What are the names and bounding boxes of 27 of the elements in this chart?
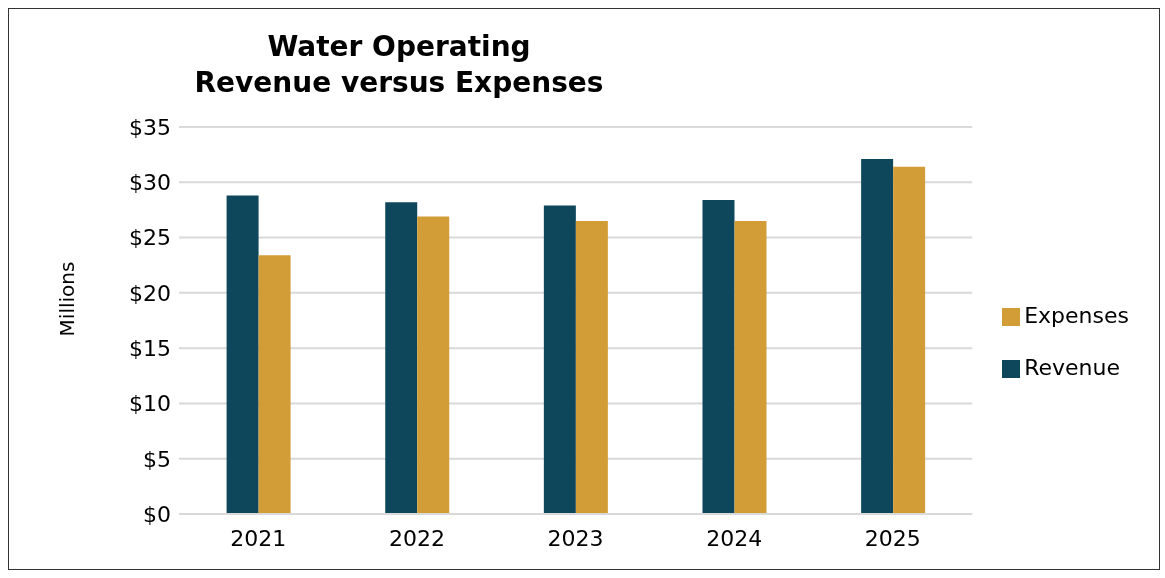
bar bbox=[702, 199, 735, 514]
bar bbox=[543, 205, 576, 514]
x-tick-label: 2024 bbox=[706, 525, 763, 551]
y-tick-label: $10 bbox=[129, 391, 171, 417]
y-tick-label: $30 bbox=[129, 170, 171, 196]
y-tick-label: $5 bbox=[143, 446, 171, 472]
x-tick-label: 2025 bbox=[864, 525, 921, 551]
bar bbox=[861, 159, 894, 514]
chart-title: Water Operating Revenue versus Expenses bbox=[193, 29, 605, 101]
bar bbox=[226, 195, 259, 514]
x-tick-label: 2021 bbox=[230, 525, 287, 551]
y-tick-label: $20 bbox=[129, 280, 171, 306]
bar bbox=[417, 216, 450, 514]
bar bbox=[893, 166, 926, 514]
y-tick-label: $25 bbox=[129, 225, 171, 251]
bar bbox=[734, 220, 767, 514]
y-tick-label: $15 bbox=[129, 335, 171, 361]
y-axis-title: Millions bbox=[55, 261, 79, 337]
y-tick-label: $0 bbox=[143, 501, 171, 527]
x-tick-label: 2022 bbox=[388, 525, 445, 551]
legend-label: Revenue bbox=[1024, 354, 1120, 380]
bar bbox=[385, 202, 418, 514]
legend-label: Expenses bbox=[1024, 302, 1129, 328]
bar bbox=[258, 255, 291, 514]
y-tick-label: $35 bbox=[129, 114, 171, 140]
x-tick-label: 2023 bbox=[547, 525, 604, 551]
bar bbox=[575, 220, 608, 514]
